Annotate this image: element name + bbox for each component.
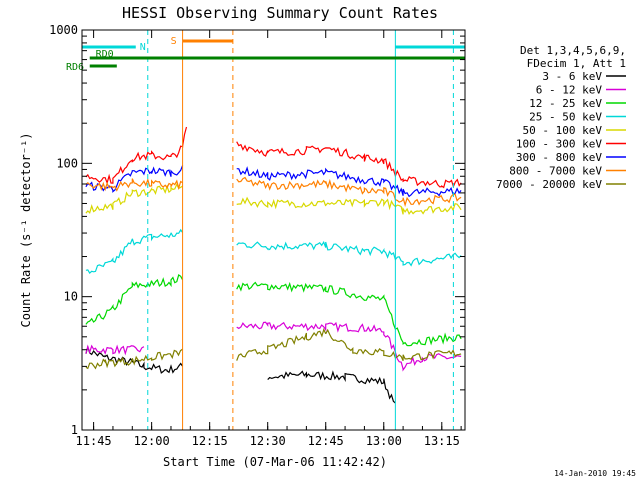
- legend-entry-label-3: 25 - 50 keV: [529, 111, 602, 124]
- y-tick-label-0: 1: [71, 423, 78, 437]
- series-line-4-segment-1: [236, 196, 462, 216]
- series-line-1-segment-1: [236, 321, 462, 372]
- series-line-2-segment-1: [236, 281, 462, 347]
- legend-entry-label-0: 3 - 6 keV: [542, 70, 602, 83]
- annotation-label-s: S: [171, 36, 177, 47]
- x-tick-label-4: 12:45: [308, 434, 344, 448]
- annotation-label-rd6: RD6: [66, 62, 84, 73]
- x-axis-label: Start Time (07-Mar-06 11:42:42): [163, 455, 387, 469]
- timestamp: 14-Jan-2010 19:45: [554, 469, 636, 478]
- x-tick-label-1: 12:00: [134, 434, 170, 448]
- series-line-1-segment-0: [85, 344, 145, 356]
- y-tick-label-3: 1000: [49, 23, 78, 37]
- legend-entry-label-4: 50 - 100 keV: [523, 124, 603, 137]
- series-line-6-segment-1: [236, 166, 462, 198]
- y-tick-label-1: 10: [64, 290, 78, 304]
- y-tick-label-2: 100: [56, 156, 78, 170]
- series-line-8-segment-0: [85, 348, 183, 370]
- series-line-5-segment-1: [236, 141, 462, 189]
- series-line-3-segment-0: [85, 228, 184, 275]
- series-line-8-segment-1: [236, 327, 462, 362]
- axes: 11:45 12:00 12:15 12:30 12:45 13:00 13:15 1 10 10…: [49, 23, 465, 448]
- legend-entry-label-2: 12 - 25 keV: [529, 97, 602, 110]
- series-line-4-segment-0: [85, 182, 183, 214]
- x-tick-label-6: 13:15: [424, 434, 460, 448]
- annotation-label-rd0: RD0: [96, 49, 114, 60]
- x-tick-label-2: 12:15: [192, 434, 228, 448]
- series-line-0-segment-0: [85, 345, 184, 374]
- plot-frame: [81, 29, 466, 431]
- series-line-7-segment-0: [85, 177, 183, 192]
- chart-title: HESSI Observing Summary Count Rates: [122, 4, 438, 22]
- x-tick-label-3: 12:30: [250, 434, 286, 448]
- series-line-5-segment-0: [85, 126, 188, 185]
- legend-header-0: Det 1,3,4,5,6,9,: [520, 44, 626, 57]
- legend-entry-label-8: 7000 - 20000 keV: [496, 178, 602, 191]
- legend-entry-label-5: 100 - 300 keV: [516, 138, 602, 151]
- x-tick-label-5: 13:00: [366, 434, 402, 448]
- plot-area: N S RD0 RD6: [66, 30, 465, 430]
- annotation-label-n: N: [140, 42, 146, 53]
- series-line-3-segment-1: [236, 240, 462, 267]
- series-line-0-segment-1: [267, 370, 396, 404]
- series-line-7-segment-1: [236, 176, 462, 208]
- series-line-2-segment-0: [85, 274, 184, 325]
- legend-header-1: FDecim 1, Att 1: [527, 57, 626, 70]
- legend-entry-label-1: 6 - 12 keV: [536, 84, 603, 97]
- legend: Det 1,3,4,5,6,9,FDecim 1, Att 13 - 6 keV…: [496, 44, 626, 191]
- legend-entry-label-7: 800 - 7000 keV: [509, 165, 602, 178]
- x-tick-label-0: 11:45: [76, 434, 112, 448]
- series-line-6-segment-0: [85, 165, 184, 193]
- legend-entry-label-6: 300 - 800 keV: [516, 151, 602, 164]
- y-axis-label: Count Rate (s⁻¹ detector⁻¹): [19, 132, 33, 327]
